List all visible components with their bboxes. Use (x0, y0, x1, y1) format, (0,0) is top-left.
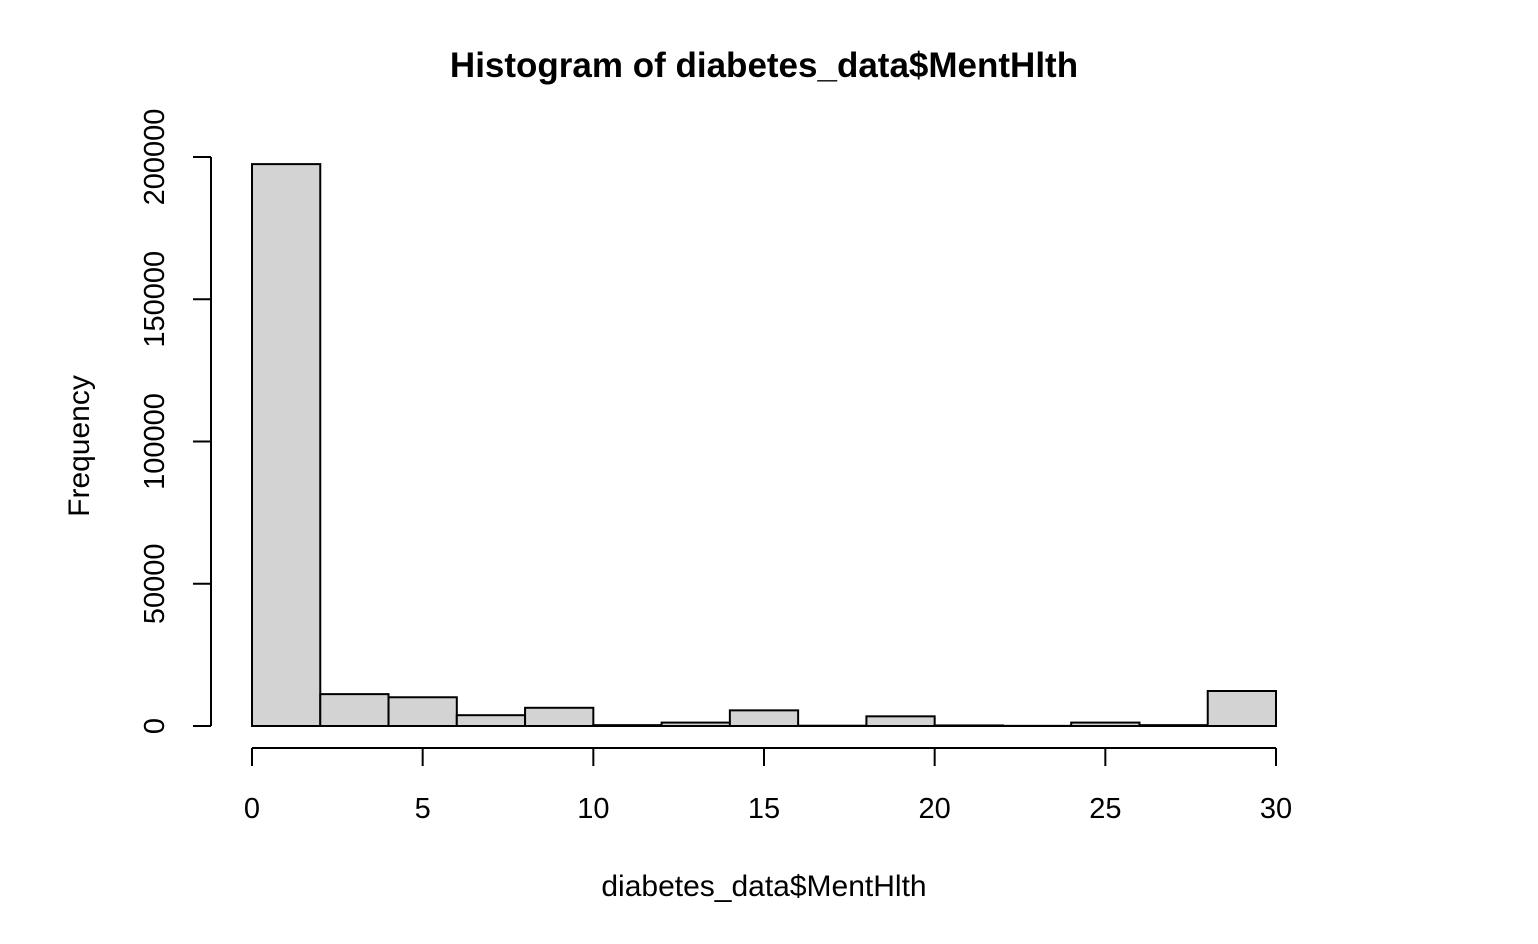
histogram-bar (728, 709, 800, 727)
y-tick-label: 200000 (139, 109, 171, 206)
y-tick-label: 150000 (139, 251, 171, 348)
y-axis: 0 50000 100000 150000 200000 (139, 109, 212, 734)
x-tick-label: 10 (577, 793, 609, 825)
histogram-bar (865, 715, 936, 728)
y-tick-label: 0 (139, 718, 171, 734)
histogram-bar (660, 721, 731, 727)
x-axis-label: diabetes_data$MentHlth (601, 870, 926, 903)
histogram-bar (251, 163, 322, 728)
y-tick-label: 100000 (139, 393, 171, 490)
histogram-bars (251, 163, 1277, 728)
histogram-bar (524, 706, 595, 727)
chart-title: Histogram of diabetes_data$MentHlth (450, 46, 1078, 85)
x-tick-label: 25 (1089, 793, 1121, 825)
x-tick-label: 15 (748, 793, 780, 825)
histogram-bar (592, 724, 663, 727)
x-axis: 0 5 10 15 20 25 30 (244, 747, 1292, 825)
histogram-bar (1070, 721, 1141, 727)
histogram-bar (1206, 690, 1277, 727)
y-axis-label: Frequency (63, 375, 96, 517)
x-tick-label: 30 (1260, 793, 1292, 825)
x-tick-label: 20 (919, 793, 951, 825)
x-tick-label: 0 (244, 793, 260, 825)
histogram-bar (933, 724, 1004, 728)
histogram-bar (387, 696, 458, 728)
histogram-bar (319, 693, 390, 727)
histogram-bar (1138, 724, 1209, 727)
x-tick-label: 5 (415, 793, 431, 825)
y-tick-label: 50000 (139, 543, 171, 624)
histogram-bar (455, 714, 527, 728)
